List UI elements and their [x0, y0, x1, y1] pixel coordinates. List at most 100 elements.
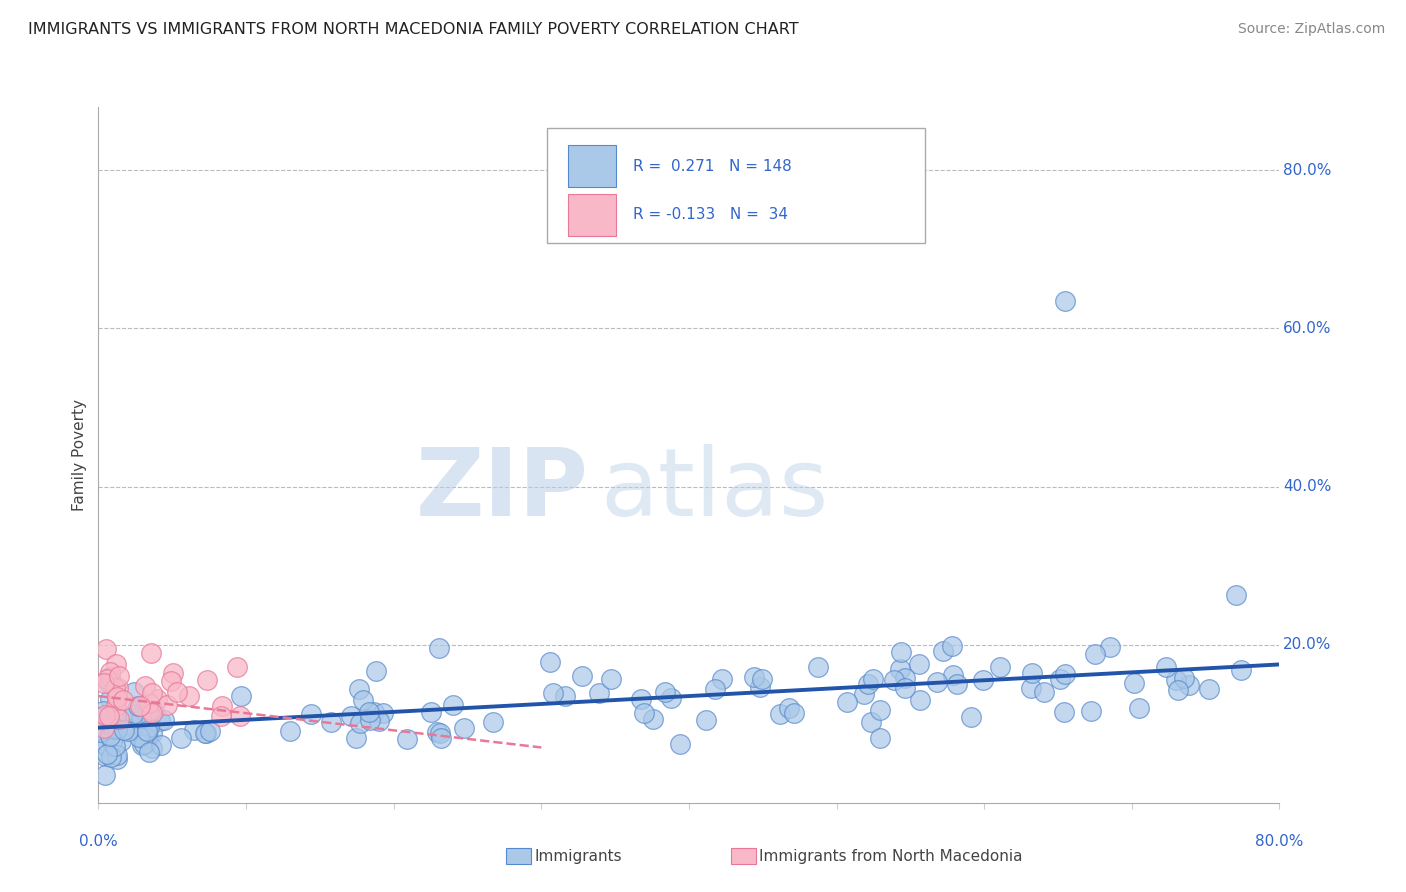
Point — [97, 676, 120, 690]
Point — [112, 723, 135, 738]
Point — [229, 708, 252, 723]
Point — [419, 706, 441, 720]
Point — [659, 690, 682, 705]
Point — [98, 670, 121, 684]
Point — [93, 725, 115, 739]
Point — [783, 706, 806, 721]
Point — [146, 692, 169, 706]
Point — [98, 730, 121, 744]
Point — [1128, 700, 1150, 714]
Point — [138, 706, 160, 720]
Point — [98, 665, 121, 680]
Point — [960, 710, 983, 724]
Point — [195, 673, 218, 687]
Point — [588, 685, 610, 699]
Point — [371, 706, 394, 720]
Text: Source: ZipAtlas.com: Source: ZipAtlas.com — [1237, 22, 1385, 37]
Bar — [568, 145, 616, 187]
Point — [107, 681, 129, 695]
Point — [183, 723, 205, 737]
Point — [229, 690, 252, 704]
Point — [127, 698, 149, 713]
Point — [96, 672, 118, 686]
Point — [98, 709, 121, 723]
Point — [94, 749, 117, 764]
Text: R = -0.133   N =  34: R = -0.133 N = 34 — [634, 207, 789, 222]
Point — [751, 672, 773, 686]
Point — [357, 705, 380, 719]
Point — [668, 737, 690, 751]
Point — [105, 692, 128, 706]
Point — [105, 752, 128, 766]
Text: 80.0%: 80.0% — [1256, 834, 1303, 849]
Point — [105, 690, 128, 704]
Text: 20.0%: 20.0% — [1284, 637, 1331, 652]
Point — [883, 673, 905, 688]
Point — [103, 722, 125, 736]
Point — [139, 710, 162, 724]
Point — [600, 672, 623, 686]
Point — [941, 639, 963, 653]
Point — [319, 714, 342, 729]
Point — [150, 739, 173, 753]
Point — [138, 721, 160, 735]
Point — [94, 768, 117, 782]
Point — [368, 714, 391, 729]
Point — [1053, 667, 1076, 681]
Point — [543, 686, 565, 700]
Point — [441, 698, 464, 712]
Point — [395, 731, 418, 746]
Point — [853, 687, 876, 701]
Point — [149, 714, 172, 728]
Text: ZIP: ZIP — [416, 443, 589, 536]
Point — [1167, 683, 1189, 698]
Point — [769, 707, 792, 722]
Text: 40.0%: 40.0% — [1284, 479, 1331, 494]
Point — [1080, 704, 1102, 718]
Point — [1053, 705, 1076, 719]
Point — [166, 684, 188, 698]
Text: Immigrants: Immigrants — [534, 849, 621, 863]
Point — [894, 671, 917, 685]
Point — [195, 725, 218, 739]
Point — [108, 713, 131, 727]
Point — [1225, 588, 1247, 602]
Point — [571, 669, 593, 683]
Point — [1019, 681, 1042, 695]
Point — [859, 715, 882, 730]
Point — [134, 680, 156, 694]
Point — [972, 673, 994, 688]
Point — [139, 646, 162, 660]
Text: IMMIGRANTS VS IMMIGRANTS FROM NORTH MACEDONIA FAMILY POVERTY CORRELATION CHART: IMMIGRANTS VS IMMIGRANTS FROM NORTH MACE… — [28, 22, 799, 37]
Point — [352, 693, 374, 707]
Point — [211, 698, 233, 713]
Point — [344, 731, 367, 745]
Point — [93, 676, 115, 690]
Point — [128, 730, 150, 744]
Point — [869, 731, 891, 746]
Point — [554, 689, 576, 703]
Point — [138, 745, 160, 759]
Point — [138, 696, 160, 710]
Point — [862, 672, 884, 686]
Point — [340, 708, 363, 723]
Point — [988, 660, 1011, 674]
Point — [890, 645, 912, 659]
Point — [117, 724, 139, 739]
Point — [932, 644, 955, 658]
Point — [889, 662, 911, 676]
Point — [107, 669, 129, 683]
Point — [654, 684, 676, 698]
Point — [942, 668, 965, 682]
Point — [704, 682, 727, 697]
Point — [141, 686, 163, 700]
Text: 80.0%: 80.0% — [1284, 163, 1331, 178]
Point — [925, 674, 948, 689]
Point — [908, 693, 931, 707]
Point — [101, 733, 124, 747]
Point — [1098, 640, 1121, 655]
Point — [141, 726, 163, 740]
Point — [91, 704, 114, 718]
Point — [349, 715, 371, 730]
Point — [1032, 685, 1054, 699]
